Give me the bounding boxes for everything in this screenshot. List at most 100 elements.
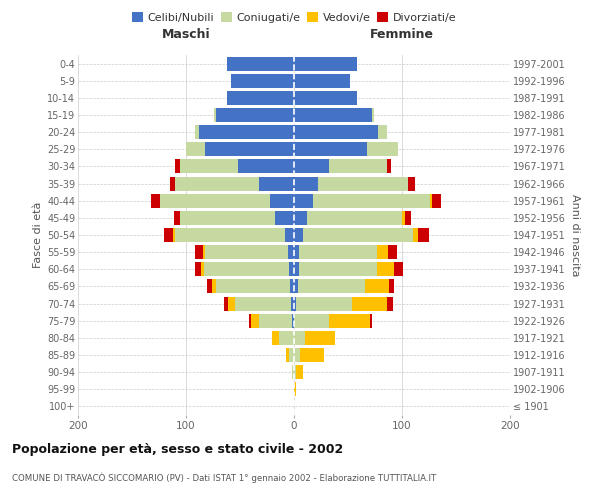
Bar xyxy=(430,194,432,207)
Bar xyxy=(305,331,335,345)
Bar xyxy=(377,245,388,259)
Text: Maschi: Maschi xyxy=(161,28,211,42)
Bar xyxy=(194,125,199,139)
Bar xyxy=(294,74,350,88)
Bar xyxy=(228,296,235,310)
Bar xyxy=(294,262,299,276)
Bar xyxy=(405,211,410,225)
Bar xyxy=(294,331,305,345)
Bar xyxy=(194,245,203,259)
Bar xyxy=(160,194,270,207)
Bar xyxy=(329,160,387,173)
Legend: Celibi/Nubili, Coniugati/e, Vedovi/e, Divorziati/e: Celibi/Nubili, Coniugati/e, Vedovi/e, Di… xyxy=(127,8,461,28)
Bar xyxy=(201,262,205,276)
Bar xyxy=(227,56,294,70)
Bar xyxy=(279,331,294,345)
Bar xyxy=(313,194,430,207)
Bar xyxy=(402,211,405,225)
Bar xyxy=(270,194,294,207)
Bar xyxy=(367,142,398,156)
Bar xyxy=(173,228,175,242)
Bar xyxy=(205,245,287,259)
Bar xyxy=(294,211,307,225)
Bar xyxy=(296,296,352,310)
Bar xyxy=(259,314,292,328)
Bar xyxy=(175,160,179,173)
Bar xyxy=(214,108,216,122)
Bar xyxy=(387,296,394,310)
Bar xyxy=(199,125,294,139)
Bar xyxy=(294,142,367,156)
Bar xyxy=(294,365,296,379)
Bar xyxy=(205,262,289,276)
Bar xyxy=(294,228,302,242)
Bar xyxy=(194,262,201,276)
Bar xyxy=(388,245,397,259)
Bar xyxy=(151,194,160,207)
Bar xyxy=(294,176,318,190)
Bar xyxy=(372,108,374,122)
Bar xyxy=(227,91,294,105)
Bar xyxy=(224,296,228,310)
Bar xyxy=(294,348,301,362)
Bar xyxy=(203,245,205,259)
Bar xyxy=(418,228,429,242)
Bar xyxy=(205,142,294,156)
Bar xyxy=(289,348,294,362)
Bar xyxy=(292,365,294,379)
Bar xyxy=(409,176,415,190)
Bar xyxy=(216,280,290,293)
Text: Femmine: Femmine xyxy=(370,28,434,42)
Bar xyxy=(251,314,259,328)
Bar xyxy=(238,160,294,173)
Y-axis label: Fasce di età: Fasce di età xyxy=(32,202,43,268)
Bar xyxy=(377,262,394,276)
Bar xyxy=(302,228,413,242)
Bar xyxy=(206,280,212,293)
Bar xyxy=(289,262,294,276)
Bar xyxy=(294,108,372,122)
Bar xyxy=(298,280,365,293)
Bar xyxy=(299,245,377,259)
Bar xyxy=(175,176,259,190)
Bar xyxy=(307,211,402,225)
Bar xyxy=(292,314,294,328)
Bar xyxy=(235,296,291,310)
Bar xyxy=(294,194,313,207)
Bar xyxy=(294,245,299,259)
Bar xyxy=(299,262,377,276)
Bar xyxy=(294,160,329,173)
Y-axis label: Anni di nascita: Anni di nascita xyxy=(569,194,580,276)
Bar xyxy=(294,125,378,139)
Bar xyxy=(296,365,302,379)
Bar xyxy=(378,125,387,139)
Bar xyxy=(232,74,294,88)
Text: Popolazione per età, sesso e stato civile - 2002: Popolazione per età, sesso e stato civil… xyxy=(12,442,343,456)
Bar xyxy=(294,296,296,310)
Bar xyxy=(301,348,324,362)
Bar xyxy=(286,228,294,242)
Bar xyxy=(294,314,329,328)
Bar xyxy=(389,280,394,293)
Bar xyxy=(294,91,356,105)
Bar xyxy=(272,331,279,345)
Bar xyxy=(294,280,298,293)
Bar xyxy=(294,382,296,396)
Bar xyxy=(294,56,356,70)
Bar xyxy=(387,160,391,173)
Bar xyxy=(259,176,294,190)
Bar xyxy=(175,228,286,242)
Bar xyxy=(352,296,387,310)
Bar xyxy=(179,211,275,225)
Bar xyxy=(291,296,294,310)
Bar xyxy=(179,160,238,173)
Bar xyxy=(174,211,179,225)
Bar xyxy=(212,280,216,293)
Bar xyxy=(287,245,294,259)
Bar xyxy=(216,108,294,122)
Bar xyxy=(186,142,205,156)
Bar xyxy=(248,314,251,328)
Bar xyxy=(394,262,403,276)
Bar xyxy=(290,280,294,293)
Bar xyxy=(286,348,289,362)
